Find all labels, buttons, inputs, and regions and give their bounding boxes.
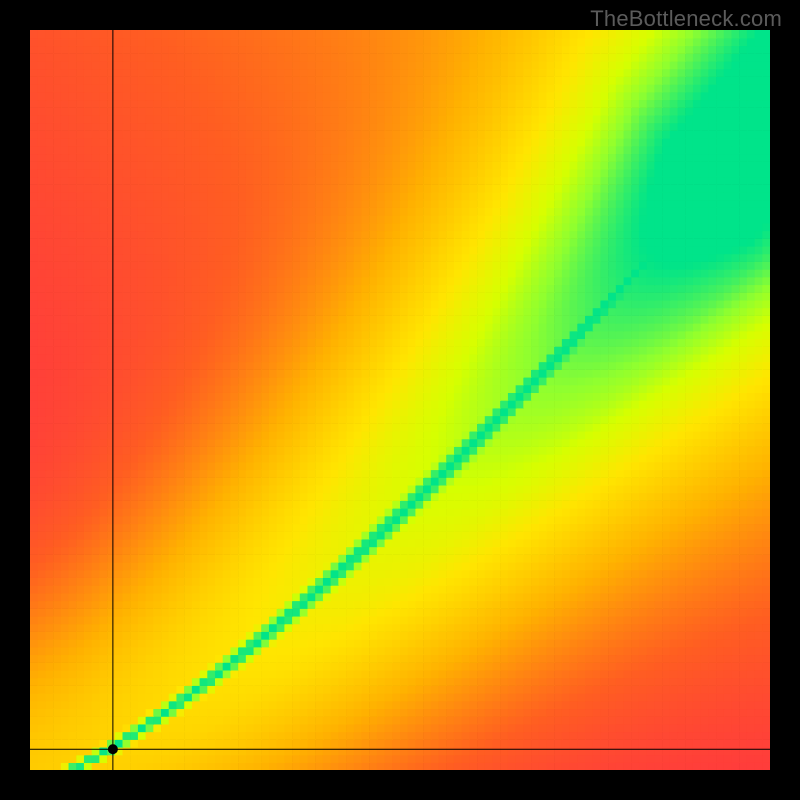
chart-container: TheBottleneck.com <box>0 0 800 800</box>
heatmap-canvas <box>0 0 800 800</box>
heatmap-plot <box>0 0 800 800</box>
watermark-text: TheBottleneck.com <box>590 6 782 32</box>
